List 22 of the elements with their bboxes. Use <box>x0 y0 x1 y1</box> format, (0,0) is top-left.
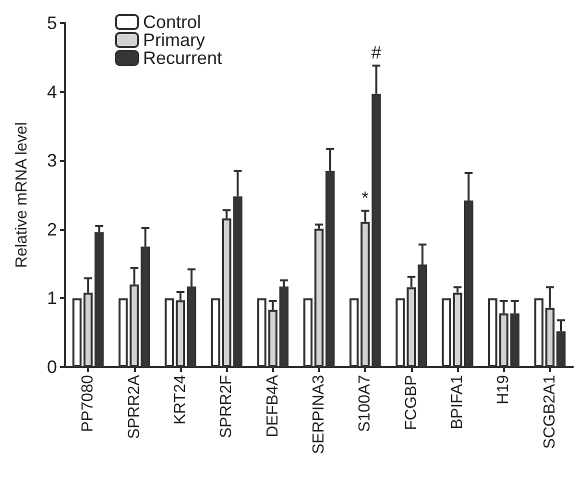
x-tick-label: S100A7 <box>356 374 374 432</box>
x-tick-label: FCGBP <box>402 375 420 430</box>
y-tick-label: 3 <box>46 150 57 171</box>
x-tick-label: SCGB2A1 <box>541 374 558 449</box>
y-tick-label: 4 <box>46 82 57 102</box>
x-tick-label: H19 <box>495 374 512 404</box>
y-tick-label: 1 <box>46 288 57 308</box>
y-tick-label: 2 <box>46 219 57 240</box>
y-tick-label: 0 <box>46 357 57 377</box>
y-axis-title: Relative mRNA level <box>14 122 30 268</box>
y-tick-label: 5 <box>46 13 57 33</box>
x-tick-label: BPIFA1 <box>449 374 466 430</box>
x-tick-label: SPRR2F <box>218 374 236 438</box>
x-tick-label: SPRR2A <box>126 374 143 440</box>
legend-label: Primary <box>143 30 205 50</box>
x-tick-label: DEFB4A <box>264 374 282 438</box>
x-tick-label: KRT24 <box>172 374 189 425</box>
data-label: * <box>362 188 369 208</box>
x-tick-label: SERPINA3 <box>310 374 328 454</box>
legend-label: Control <box>143 12 202 32</box>
x-tick-label: PP7080 <box>80 374 97 432</box>
data-label: # <box>371 42 382 63</box>
